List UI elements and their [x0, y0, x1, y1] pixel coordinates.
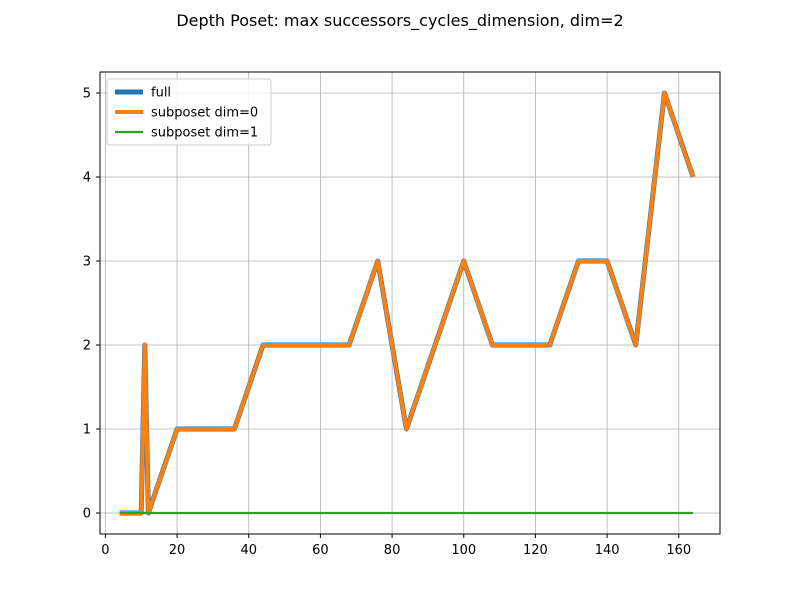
legend-box [106, 78, 272, 146]
series-lines [119, 90, 696, 516]
x-tick-label: 80 [384, 543, 401, 558]
x-tick-label: 0 [101, 543, 109, 558]
chart-title: Depth Poset: max successors_cycles_dimen… [176, 11, 623, 31]
y-tick-label: 5 [83, 87, 91, 102]
y-tick-label: 2 [83, 339, 91, 354]
legend-label: full [151, 86, 171, 101]
x-tick-label: 160 [666, 543, 691, 558]
x-tick-label: 100 [451, 543, 476, 558]
legend-label: subposet dim=0 [151, 106, 258, 121]
y-tick-label: 3 [83, 255, 91, 270]
series-line-subposet-dim-0 [119, 91, 696, 515]
x-tick-label: 20 [169, 543, 186, 558]
y-tick-label: 0 [83, 507, 91, 522]
x-tick-label: 120 [523, 543, 548, 558]
y-tick-label: 1 [83, 423, 91, 438]
legend: full subposet dim=0 subposet dim=1 [106, 78, 272, 146]
x-tick-label: 60 [312, 543, 329, 558]
legend-label: subposet dim=1 [151, 126, 258, 141]
plot-frame [99, 71, 721, 535]
y-tick-label: 4 [83, 171, 91, 186]
axis-ticks: 0 20 40 60 80 100 120 140 160 0 1 2 3 4 5 [83, 87, 691, 559]
x-tick-label: 40 [240, 543, 257, 558]
x-tick-label: 140 [595, 543, 620, 558]
